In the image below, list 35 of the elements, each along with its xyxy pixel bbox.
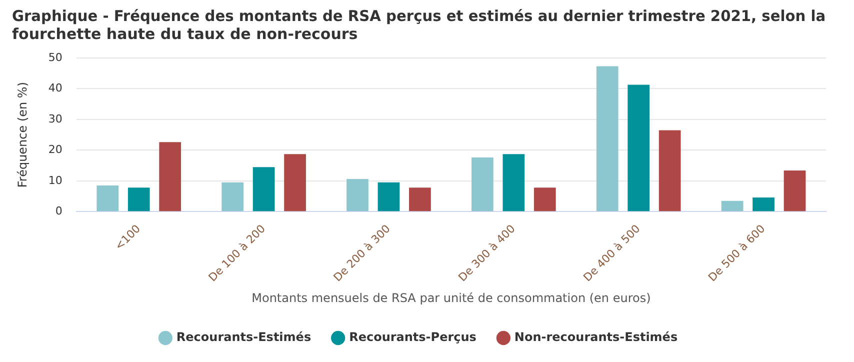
- bar: [628, 84, 650, 212]
- bar: [96, 186, 119, 212]
- bar: [721, 200, 744, 212]
- bar: [222, 182, 244, 212]
- chart-title: Graphique - Fréquence des montants de RSA perçus et estimés au dernier trimestre 2021, selon la fourchette haute du taux de non-recours: [12, 8, 826, 43]
- bar: [252, 167, 275, 212]
- bar: [596, 66, 618, 212]
- legend-label: Non-recourants-Estimés: [514, 330, 678, 344]
- legend-label: Recourants-Perçus: [349, 330, 476, 344]
- x-tick-label: De 200 à 300: [331, 222, 393, 284]
- bar: [346, 179, 368, 212]
- x-tick-label: De 100 à 200: [206, 222, 268, 284]
- y-tick-label: 40: [48, 82, 62, 95]
- bar: [752, 197, 774, 212]
- bar: [502, 154, 525, 212]
- bar: [284, 154, 306, 212]
- y-axis-title: Fréquence (en %): [15, 82, 30, 188]
- bar: [378, 182, 400, 212]
- bar: [534, 188, 556, 212]
- x-tick-label: De 400 à 500: [580, 222, 643, 284]
- bar: [409, 188, 431, 212]
- x-tick-label: De 300 à 400: [456, 222, 518, 284]
- y-tick-label: 0: [55, 204, 62, 218]
- y-tick-label: 30: [48, 112, 62, 126]
- y-tick-label: 20: [48, 143, 62, 156]
- legend-label: Recourants-Estimés: [176, 330, 312, 344]
- x-axis-title: Montants mensuels de RSA par unité de consommation (en euros): [252, 290, 651, 305]
- y-tick-label: 10: [48, 174, 62, 187]
- bar: [784, 170, 806, 212]
- bar: [128, 188, 150, 212]
- y-tick-label: 50: [48, 50, 62, 64]
- bar: [159, 142, 182, 212]
- bar: [472, 158, 494, 212]
- x-tick-label: De 500 à 600: [706, 222, 768, 284]
- bar: [658, 130, 681, 212]
